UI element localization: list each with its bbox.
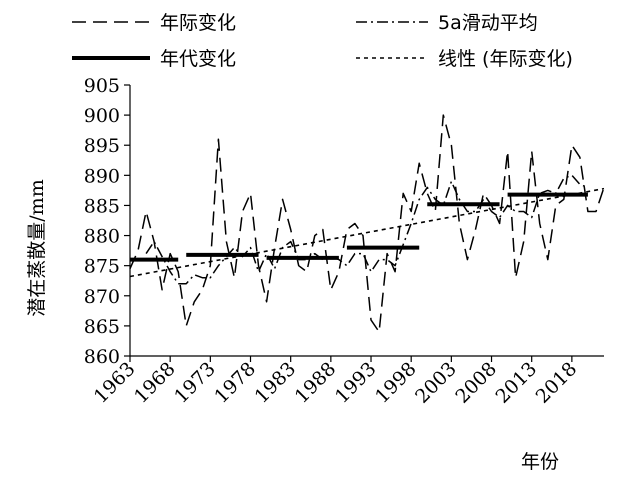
- series-line-0: [129, 114, 605, 333]
- legend-item-decadal: 年代变化: [72, 48, 236, 70]
- x-tick-label: 1968: [130, 358, 180, 408]
- y-tick-label: 880: [84, 226, 120, 248]
- series-group: [129, 114, 605, 333]
- legend-label-moving-average: 5a滑动平均: [438, 12, 538, 34]
- x-tick-label: 2013: [491, 358, 541, 408]
- y-axis-title: 潜在蒸散量/mm: [26, 179, 48, 316]
- legend: 年际变化 5a滑动平均 年代变化 线性 (年际变化): [72, 12, 573, 70]
- x-tick-label: 1993: [331, 358, 381, 408]
- y-ticks: 860 865 870 875 880 885 890 895 900 905: [84, 75, 130, 368]
- x-tick-label: 1988: [291, 358, 341, 408]
- axes: [129, 85, 604, 357]
- legend-item-annual: 年际变化: [72, 12, 236, 34]
- legend-item-linear: 线性 (年际变化): [356, 48, 573, 70]
- y-tick-label: 900: [84, 105, 120, 127]
- y-tick-label: 905: [84, 75, 120, 97]
- x-tick-label: 2008: [451, 358, 501, 408]
- series-line-3: [129, 187, 605, 278]
- x-tick-label: 2003: [411, 358, 461, 408]
- x-tick-label: 1983: [250, 358, 300, 408]
- series-line-1: [145, 174, 589, 285]
- x-tick-label: 1998: [371, 358, 421, 408]
- x-axis-title: 年份: [521, 451, 559, 473]
- x-tick-label: 2018: [532, 358, 582, 408]
- legend-label-decadal: 年代变化: [160, 48, 236, 70]
- y-tick-label: 875: [84, 256, 120, 278]
- y-tick-label: 885: [84, 195, 120, 217]
- x-tick-label: 1978: [210, 358, 260, 408]
- y-tick-label: 890: [84, 165, 120, 187]
- legend-item-moving-average: 5a滑动平均: [356, 12, 538, 34]
- y-tick-label: 870: [84, 286, 120, 308]
- x-ticks: 1963196819731978198319881993199820032008…: [90, 356, 582, 408]
- y-tick-label: 860: [84, 346, 120, 368]
- x-tick-label: 1973: [170, 358, 220, 408]
- y-tick-label: 895: [84, 135, 120, 157]
- legend-label-linear: 线性 (年际变化): [438, 48, 573, 70]
- y-tick-label: 865: [84, 316, 120, 338]
- legend-label-annual: 年际变化: [160, 12, 236, 34]
